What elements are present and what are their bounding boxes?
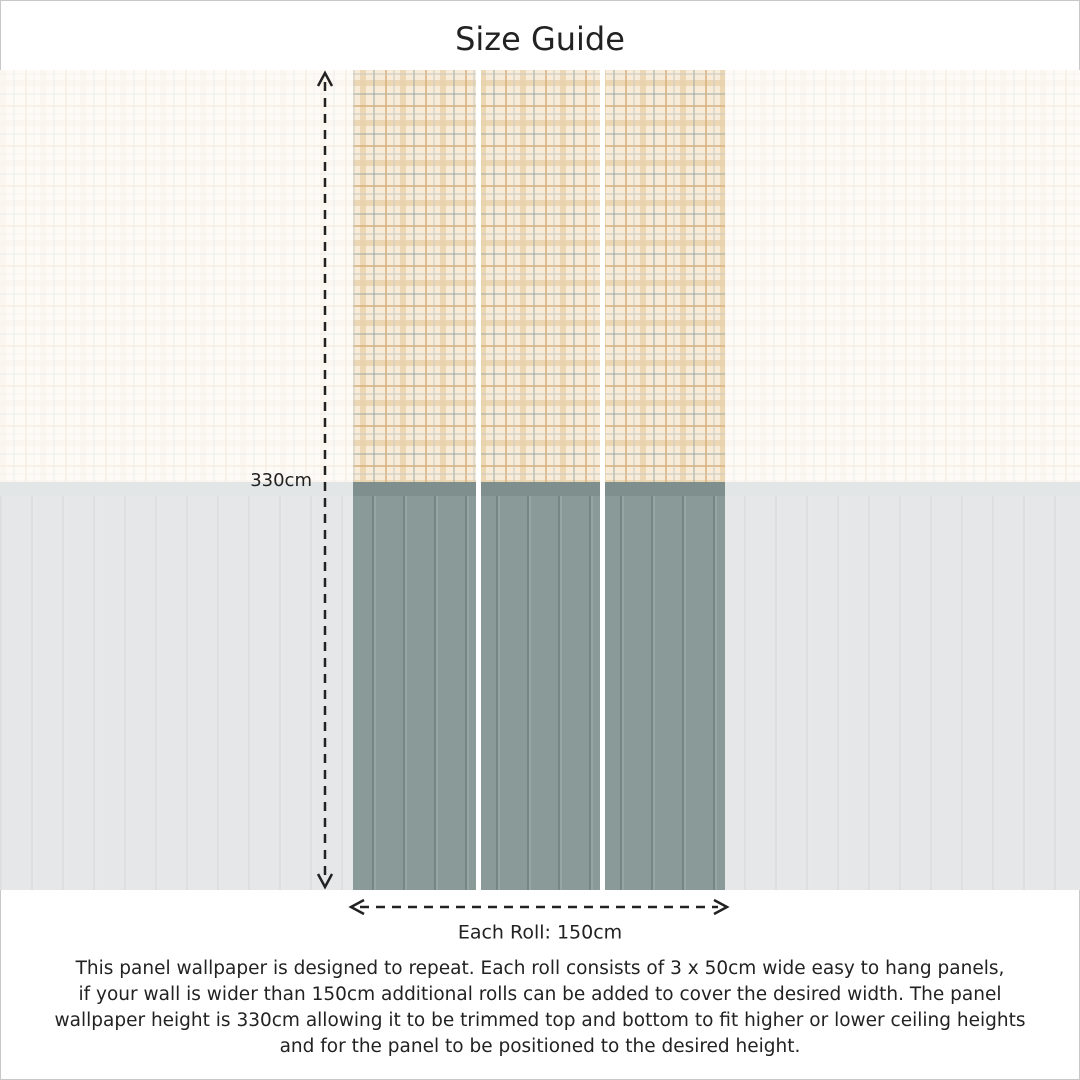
description-line: and for the panel to be positioned to th…	[280, 1036, 801, 1057]
description: This panel wallpaper is designed to repe…	[55, 958, 1026, 1057]
height-arrow	[316, 70, 334, 890]
width-arrow	[348, 898, 730, 916]
description-line: wallpaper height is 330cm allowing it to…	[55, 1010, 1026, 1031]
wall-preview	[0, 70, 1080, 890]
description-line: This panel wallpaper is designed to repe…	[75, 958, 1005, 979]
description-line: if your wall is wider than 150cm additio…	[79, 984, 1002, 1005]
title: Size Guide	[455, 20, 625, 58]
width-label: Each Roll: 150cm	[458, 922, 622, 944]
height-label: 330cm	[250, 470, 312, 491]
